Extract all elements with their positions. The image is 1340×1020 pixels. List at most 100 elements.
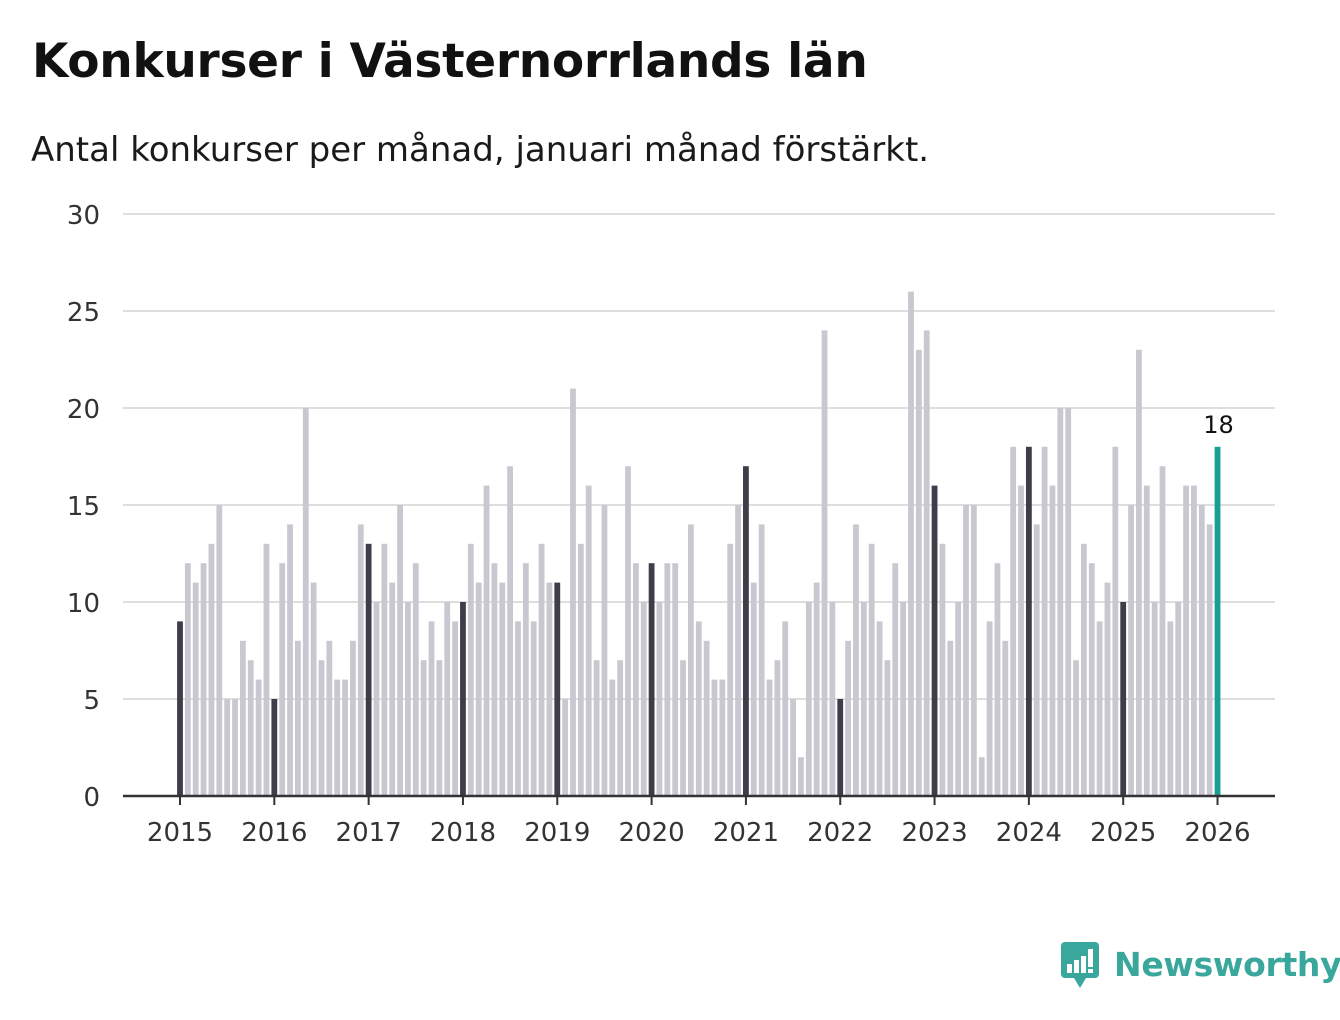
bar[interactable]	[255, 679, 262, 796]
bar[interactable]	[1081, 543, 1087, 796]
bar[interactable]	[1057, 408, 1064, 796]
bar[interactable]	[420, 660, 427, 796]
bar[interactable]	[1183, 485, 1189, 796]
bar[interactable]	[302, 408, 309, 796]
bar[interactable]	[1041, 446, 1048, 796]
bar[interactable]	[672, 563, 679, 796]
bar[interactable]	[774, 660, 781, 796]
bar[interactable]	[845, 640, 851, 796]
bar[interactable]	[1206, 524, 1213, 796]
bar[interactable]	[640, 602, 647, 796]
bar[interactable]	[680, 660, 686, 796]
bar[interactable]	[711, 679, 718, 796]
bar[interactable]	[632, 563, 639, 796]
bar-january[interactable]	[1120, 602, 1127, 796]
bar[interactable]	[1049, 485, 1056, 796]
bar[interactable]	[978, 757, 985, 796]
bar[interactable]	[664, 563, 671, 796]
bar[interactable]	[963, 505, 969, 796]
bar[interactable]	[247, 660, 254, 796]
bar[interactable]	[609, 679, 616, 796]
bar[interactable]	[334, 679, 341, 796]
bar[interactable]	[491, 563, 498, 796]
bar[interactable]	[688, 524, 694, 796]
bar[interactable]	[798, 757, 804, 796]
bar[interactable]	[585, 485, 592, 796]
brand-logo[interactable]: Newsworthy	[1060, 940, 1340, 988]
bar-january[interactable]	[365, 543, 372, 796]
bar[interactable]	[499, 582, 506, 796]
bar[interactable]	[436, 660, 443, 796]
bar[interactable]	[727, 543, 734, 796]
bar[interactable]	[483, 485, 490, 796]
bar[interactable]	[766, 679, 773, 796]
bar[interactable]	[625, 466, 631, 796]
bar[interactable]	[350, 640, 356, 796]
bar[interactable]	[357, 524, 364, 796]
bar-january[interactable]	[271, 699, 278, 796]
bar[interactable]	[703, 640, 710, 796]
bar[interactable]	[389, 582, 396, 796]
bar[interactable]	[939, 543, 946, 796]
bar[interactable]	[853, 524, 859, 796]
bar[interactable]	[1175, 602, 1182, 796]
bar[interactable]	[1010, 446, 1017, 796]
bar[interactable]	[1191, 485, 1197, 796]
bar[interactable]	[782, 621, 789, 796]
bar[interactable]	[405, 602, 411, 796]
bar-january[interactable]	[931, 485, 938, 796]
bar[interactable]	[955, 602, 962, 796]
bar[interactable]	[562, 699, 569, 796]
bar[interactable]	[900, 602, 907, 796]
bar[interactable]	[860, 602, 867, 796]
bar[interactable]	[601, 505, 608, 796]
bar[interactable]	[790, 699, 796, 796]
bar[interactable]	[1167, 621, 1174, 796]
bar[interactable]	[279, 563, 286, 796]
bar[interactable]	[1096, 621, 1103, 796]
bar[interactable]	[986, 621, 993, 796]
bar[interactable]	[994, 563, 1001, 796]
bar[interactable]	[342, 679, 348, 796]
bar[interactable]	[444, 602, 451, 796]
bar-january[interactable]	[743, 466, 749, 796]
bar[interactable]	[735, 505, 741, 796]
bar[interactable]	[805, 602, 812, 796]
bar[interactable]	[515, 621, 521, 796]
bar[interactable]	[1104, 582, 1111, 796]
bar-january[interactable]	[837, 699, 844, 796]
bar[interactable]	[467, 543, 474, 796]
bar[interactable]	[224, 699, 231, 796]
bar[interactable]	[656, 602, 663, 796]
bar[interactable]	[868, 543, 875, 796]
bar[interactable]	[538, 543, 545, 796]
bar[interactable]	[318, 660, 325, 796]
bar[interactable]	[1073, 660, 1079, 796]
bar-january[interactable]	[554, 582, 561, 796]
bar[interactable]	[1159, 466, 1166, 796]
bar-january[interactable]	[1025, 446, 1032, 796]
bar-january[interactable]	[177, 621, 183, 796]
bar[interactable]	[232, 699, 238, 796]
bar[interactable]	[923, 330, 930, 796]
bar[interactable]	[719, 679, 726, 796]
bar[interactable]	[216, 505, 223, 796]
bar-january[interactable]	[460, 602, 466, 796]
bar[interactable]	[184, 563, 191, 796]
bar[interactable]	[263, 543, 270, 796]
bar[interactable]	[970, 505, 977, 796]
bar[interactable]	[892, 563, 899, 796]
bar[interactable]	[884, 660, 891, 796]
bar[interactable]	[1112, 446, 1119, 796]
bar[interactable]	[1088, 563, 1095, 796]
bar[interactable]	[1128, 505, 1134, 796]
bar[interactable]	[577, 543, 584, 796]
bar[interactable]	[428, 621, 435, 796]
bar[interactable]	[829, 602, 836, 796]
bar[interactable]	[412, 563, 419, 796]
bar[interactable]	[1002, 640, 1009, 796]
bar[interactable]	[1033, 524, 1040, 796]
bar[interactable]	[593, 660, 600, 796]
bar[interactable]	[295, 640, 301, 796]
bar[interactable]	[239, 640, 246, 796]
